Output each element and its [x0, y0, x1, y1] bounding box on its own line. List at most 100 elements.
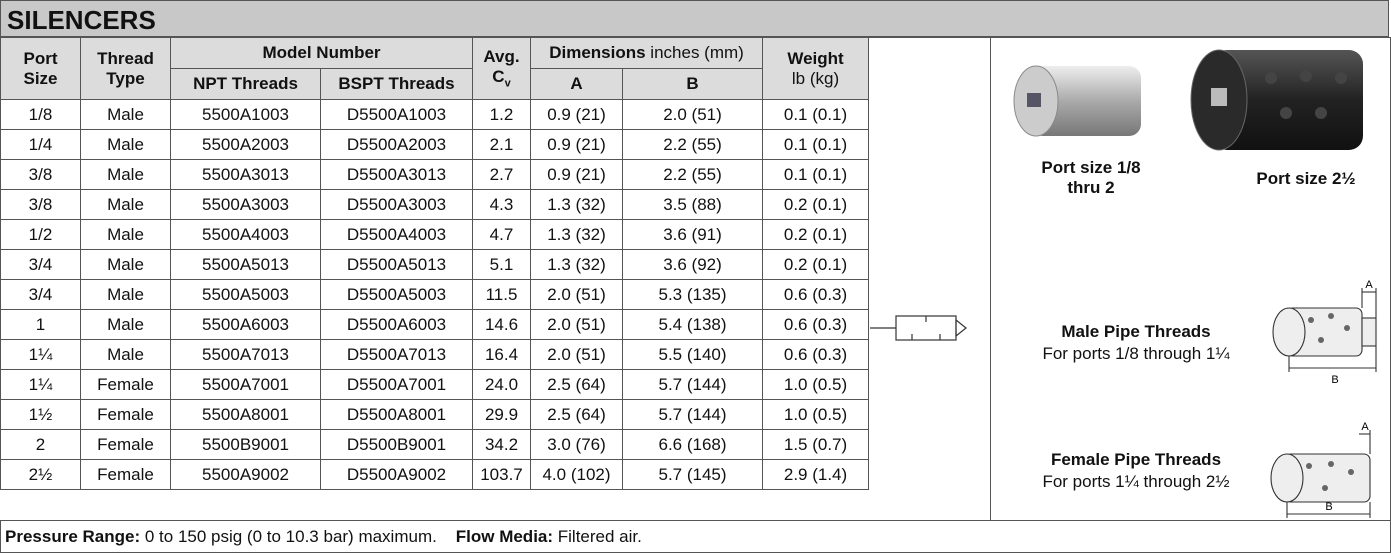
header: B [623, 69, 763, 100]
header: Model Number [171, 38, 473, 69]
table-cell: 5500A3013 [171, 160, 321, 190]
table-cell: 0.6 (0.3) [763, 340, 869, 370]
footer-label: Flow Media: [456, 527, 553, 546]
table-cell: 3/8 [1, 160, 81, 190]
table-cell: 2.2 (55) [623, 130, 763, 160]
footer: Pressure Range: 0 to 150 psig (0 to 10.3… [0, 520, 1391, 553]
table-cell: 5500A3003 [171, 190, 321, 220]
table-cell: 5500A5003 [171, 280, 321, 310]
table-cell: 2.5 (64) [531, 370, 623, 400]
header: Avg. [483, 47, 519, 66]
table-cell: 0.2 (0.1) [763, 250, 869, 280]
table-cell: D5500A9002 [321, 460, 473, 490]
table-cell: Male [81, 250, 171, 280]
table-cell: 1.3 (32) [531, 250, 623, 280]
table-cell: 0.1 (0.1) [763, 160, 869, 190]
table-cell: 2.0 (51) [531, 310, 623, 340]
table-cell: 0.1 (0.1) [763, 130, 869, 160]
table-cell: D5500A7013 [321, 340, 473, 370]
product-images: A B A B [991, 38, 1391, 520]
table-cell: 2.7 [473, 160, 531, 190]
silencer-symbol [868, 38, 990, 520]
table-cell: 14.6 [473, 310, 531, 340]
table-cell: 0.9 (21) [531, 160, 623, 190]
table-cell: Female [81, 430, 171, 460]
table-cell: Female [81, 370, 171, 400]
caption-text: For ports 1/8 through 1¼ [991, 344, 1281, 364]
table-cell: D5500B9001 [321, 430, 473, 460]
table-cell: 3/8 [1, 190, 81, 220]
table-cell: 4.0 (102) [531, 460, 623, 490]
table-cell: 5500A2003 [171, 130, 321, 160]
table-cell: 5500A6003 [171, 310, 321, 340]
table-cell: Male [81, 340, 171, 370]
table-cell: Female [81, 400, 171, 430]
table-cell: 1/2 [1, 220, 81, 250]
table-cell: 0.6 (0.3) [763, 310, 869, 340]
footer-text: 0 to 150 psig (0 to 10.3 bar) maximum. [145, 527, 437, 546]
footer-label: Pressure Range: [5, 527, 140, 546]
header: lb (kg) [792, 69, 839, 88]
table-cell: 1½ [1, 400, 81, 430]
table-cell: 5500A7001 [171, 370, 321, 400]
table-cell: 16.4 [473, 340, 531, 370]
table-cell: 1/8 [1, 100, 81, 130]
table-cell: D5500A1003 [321, 100, 473, 130]
table-cell: 4.7 [473, 220, 531, 250]
table-cell: 2 [1, 430, 81, 460]
title: SILENCERS [0, 0, 1389, 37]
header-cell: Port Size [1, 38, 81, 100]
page: SILENCERS Port Size Thread Type Model Nu… [0, 0, 1391, 553]
product-panel: A B A B Port size 1/8 thru 2 Port size 2… [990, 37, 1391, 521]
table-cell: 5.1 [473, 250, 531, 280]
table-cell: 34.2 [473, 430, 531, 460]
table-cell: 3.0 (76) [531, 430, 623, 460]
table-cell: 2.0 (51) [623, 100, 763, 130]
table-cell: 0.9 (21) [531, 100, 623, 130]
table-cell: D5500A7001 [321, 370, 473, 400]
table-cell: 3.6 (91) [623, 220, 763, 250]
table-cell: 1¼ [1, 340, 81, 370]
table-cell: 5500A4003 [171, 220, 321, 250]
table-cell: 2.0 (51) [531, 340, 623, 370]
caption: Port size 2½ [1226, 169, 1386, 189]
table-cell: 5.7 (144) [623, 400, 763, 430]
header: A [531, 69, 623, 100]
header: Weight [787, 49, 843, 68]
dimension-label: A [1365, 279, 1373, 291]
table-cell: 5.7 (145) [623, 460, 763, 490]
table-cell: 1.0 (0.5) [763, 370, 869, 400]
table-cell: 103.7 [473, 460, 531, 490]
table-cell: 4.3 [473, 190, 531, 220]
table-cell: D5500A3013 [321, 160, 473, 190]
table-cell: Male [81, 280, 171, 310]
header: Dimensions [549, 43, 645, 62]
table-cell: D5500A6003 [321, 310, 473, 340]
caption: Port size 1/8 thru 2 [1031, 158, 1151, 198]
header-cell: Avg.Cv [473, 38, 531, 100]
table-cell: 3/4 [1, 280, 81, 310]
table-cell: 1.0 (0.5) [763, 400, 869, 430]
table-cell: Male [81, 130, 171, 160]
table-cell: 0.2 (0.1) [763, 190, 869, 220]
table-cell: 2½ [1, 460, 81, 490]
table-cell: 0.6 (0.3) [763, 280, 869, 310]
table-cell: 0.1 (0.1) [763, 100, 869, 130]
caption-text: For ports 1¼ through 2½ [991, 472, 1281, 492]
table-cell: 5500A7013 [171, 340, 321, 370]
table-cell: Male [81, 160, 171, 190]
header: BSPT Threads [321, 69, 473, 100]
header: Port Size [16, 49, 66, 89]
table-cell: D5500A3003 [321, 190, 473, 220]
table-cell: D5500A8001 [321, 400, 473, 430]
table-cell: 5.7 (144) [623, 370, 763, 400]
